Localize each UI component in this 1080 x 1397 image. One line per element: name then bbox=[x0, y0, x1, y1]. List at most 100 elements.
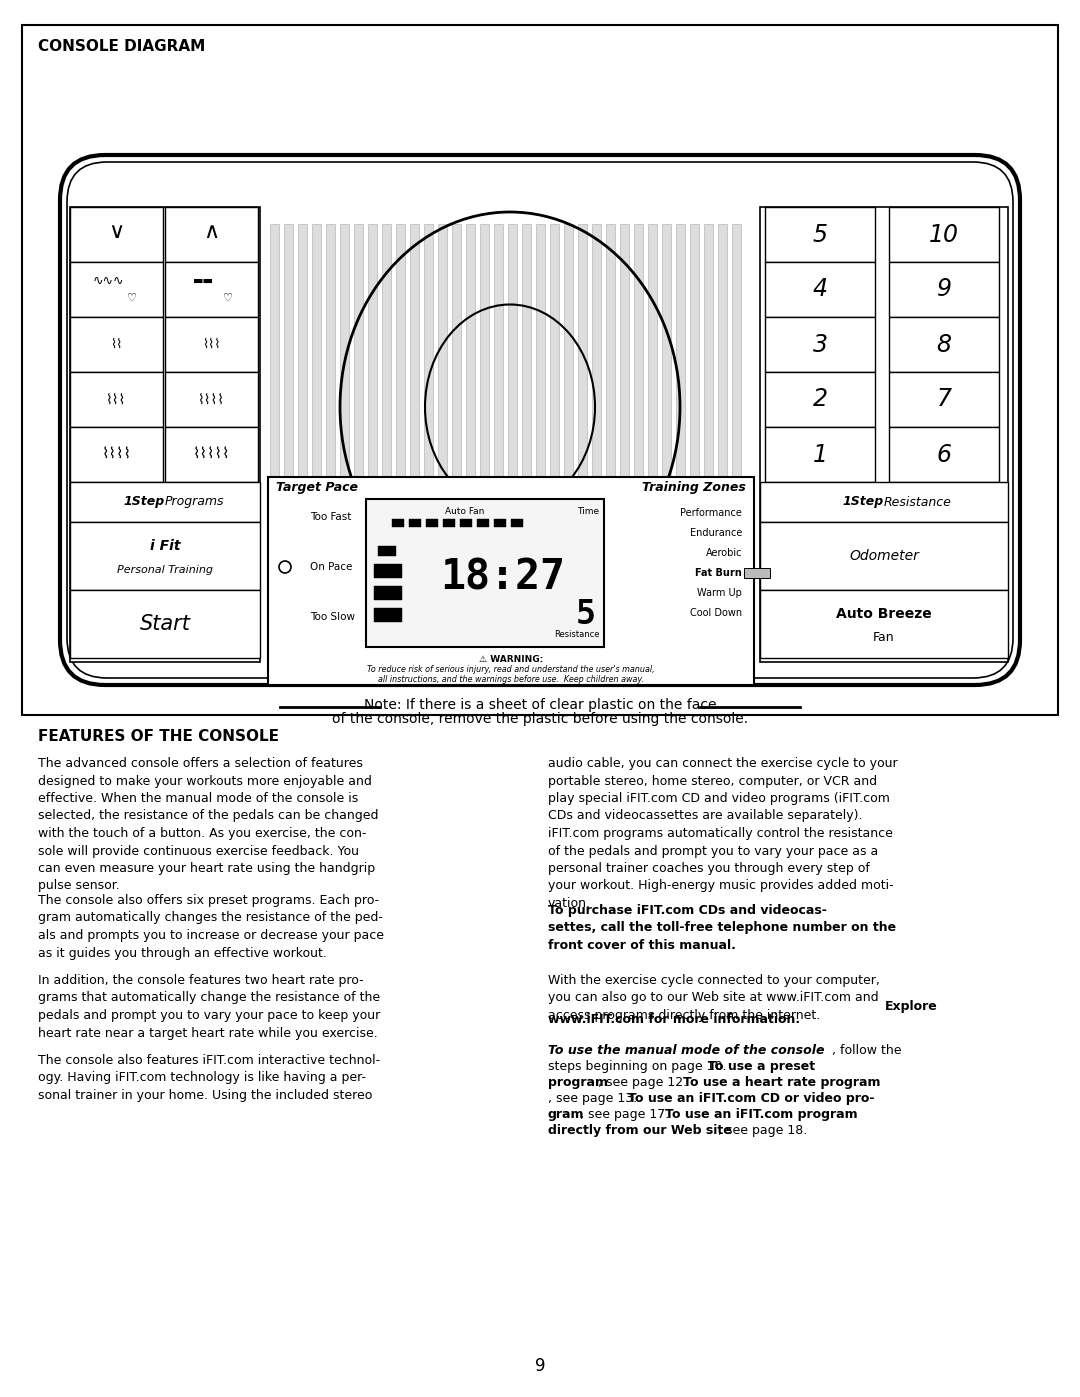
Bar bbox=[70, 263, 163, 317]
Text: www.iFIT.com for more information.: www.iFIT.com for more information. bbox=[548, 1013, 800, 1025]
Bar bbox=[410, 224, 419, 659]
Text: i Fit: i Fit bbox=[150, 539, 180, 553]
Text: steps beginning on page 10.: steps beginning on page 10. bbox=[548, 1060, 730, 1073]
Text: Target Pace: Target Pace bbox=[276, 481, 357, 495]
Bar bbox=[22, 25, 1058, 715]
Bar bbox=[889, 207, 999, 263]
Bar bbox=[564, 224, 573, 659]
Bar bbox=[760, 522, 1008, 590]
Bar bbox=[378, 546, 396, 556]
Text: Resistance: Resistance bbox=[885, 496, 951, 509]
Bar bbox=[760, 207, 1008, 662]
Text: 4: 4 bbox=[812, 278, 827, 302]
Text: With the exercise cycle connected to your computer,
you can also go to our Web s: With the exercise cycle connected to you… bbox=[548, 974, 880, 1023]
Text: 8: 8 bbox=[936, 332, 951, 356]
Bar bbox=[298, 224, 307, 659]
FancyBboxPatch shape bbox=[67, 162, 1013, 678]
Text: To use the manual mode of the console: To use the manual mode of the console bbox=[548, 1044, 824, 1058]
Text: Aerobic: Aerobic bbox=[705, 548, 742, 557]
Text: Time: Time bbox=[577, 507, 599, 515]
Bar bbox=[508, 224, 517, 659]
Text: The console also offers six preset programs. Each pro-
gram automatically change: The console also offers six preset progr… bbox=[38, 894, 384, 960]
Text: On Pace: On Pace bbox=[310, 562, 352, 571]
Bar bbox=[70, 427, 163, 482]
Bar bbox=[270, 224, 279, 659]
Text: ∨: ∨ bbox=[108, 222, 124, 243]
Text: Too Slow: Too Slow bbox=[310, 612, 355, 622]
Text: ∿∿∿: ∿∿∿ bbox=[93, 275, 124, 288]
Text: ⚠ WARNING:: ⚠ WARNING: bbox=[478, 655, 543, 664]
Bar bbox=[732, 224, 741, 659]
Bar bbox=[165, 207, 258, 263]
Bar bbox=[312, 224, 321, 659]
Text: program: program bbox=[548, 1076, 608, 1090]
Bar bbox=[465, 224, 475, 659]
Text: Fan: Fan bbox=[874, 631, 895, 644]
Text: Endurance: Endurance bbox=[690, 528, 742, 538]
Bar bbox=[354, 224, 363, 659]
Text: In addition, the console features two heart rate pro-
grams that automatically c: In addition, the console features two he… bbox=[38, 974, 380, 1039]
Text: ⌇⌇⌇⌇⌇: ⌇⌇⌇⌇⌇ bbox=[192, 447, 230, 462]
Bar bbox=[424, 224, 433, 659]
Text: Note: If there is a sheet of clear plastic on the face: Note: If there is a sheet of clear plast… bbox=[364, 698, 716, 712]
Text: Odometer: Odometer bbox=[849, 549, 919, 563]
Bar bbox=[70, 372, 163, 427]
Bar bbox=[165, 263, 258, 317]
Text: 3: 3 bbox=[812, 332, 827, 356]
Text: 1Step: 1Step bbox=[124, 496, 165, 509]
Bar bbox=[70, 317, 163, 372]
Bar bbox=[165, 427, 258, 482]
Text: 18:27: 18:27 bbox=[441, 557, 566, 599]
Bar bbox=[453, 224, 461, 659]
Text: ♡: ♡ bbox=[127, 293, 137, 303]
Text: 6: 6 bbox=[936, 443, 951, 467]
Bar bbox=[889, 263, 999, 317]
Bar bbox=[760, 482, 1008, 522]
Text: Cool Down: Cool Down bbox=[690, 608, 742, 617]
Text: Auto Fan: Auto Fan bbox=[445, 507, 485, 515]
Text: Too Fast: Too Fast bbox=[310, 511, 351, 522]
Bar bbox=[70, 207, 163, 263]
Text: 9: 9 bbox=[535, 1356, 545, 1375]
Text: Explore: Explore bbox=[885, 1000, 937, 1013]
Bar bbox=[578, 224, 588, 659]
Text: audio cable, you can connect the exercise cycle to your
portable stereo, home st: audio cable, you can connect the exercis… bbox=[548, 757, 897, 909]
Bar bbox=[550, 224, 559, 659]
Text: 10: 10 bbox=[929, 222, 959, 246]
Bar bbox=[494, 224, 503, 659]
Text: 9: 9 bbox=[936, 278, 951, 302]
Text: ⌇⌇⌇⌇: ⌇⌇⌇⌇ bbox=[102, 447, 132, 462]
Bar bbox=[374, 608, 402, 622]
Text: Resistance: Resistance bbox=[554, 630, 600, 638]
Bar bbox=[374, 564, 402, 578]
Bar bbox=[511, 520, 523, 527]
Bar bbox=[460, 520, 472, 527]
Bar bbox=[889, 427, 999, 482]
Text: To use a preset: To use a preset bbox=[708, 1060, 815, 1073]
Text: ⌇⌇⌇: ⌇⌇⌇ bbox=[202, 338, 220, 351]
Bar bbox=[396, 224, 405, 659]
Circle shape bbox=[279, 562, 291, 573]
Text: of the console, remove the plastic before using the console.: of the console, remove the plastic befor… bbox=[332, 712, 748, 726]
Bar bbox=[690, 224, 699, 659]
Bar bbox=[522, 224, 531, 659]
Bar bbox=[536, 224, 545, 659]
Text: 2: 2 bbox=[812, 387, 827, 412]
Text: The advanced console offers a selection of features
designed to make your workou: The advanced console offers a selection … bbox=[38, 757, 378, 893]
Text: Training Zones: Training Zones bbox=[643, 481, 746, 495]
Text: To purchase iFIT.com CDs and videocas-
settes, call the toll-free telephone numb: To purchase iFIT.com CDs and videocas- s… bbox=[548, 904, 896, 951]
Text: , see page 13.: , see page 13. bbox=[548, 1092, 642, 1105]
Text: FEATURES OF THE CONSOLE: FEATURES OF THE CONSOLE bbox=[38, 729, 279, 745]
Bar bbox=[165, 372, 258, 427]
FancyBboxPatch shape bbox=[60, 155, 1020, 685]
Text: Programs: Programs bbox=[165, 496, 225, 509]
Bar bbox=[326, 224, 335, 659]
Bar bbox=[606, 224, 615, 659]
Bar bbox=[70, 522, 260, 590]
Bar bbox=[426, 520, 438, 527]
Text: , see page 18.: , see page 18. bbox=[718, 1125, 807, 1137]
Text: To use an iFIT.com CD or video pro-: To use an iFIT.com CD or video pro- bbox=[627, 1092, 875, 1105]
Text: all instructions, and the warnings before use.  Keep children away.: all instructions, and the warnings befor… bbox=[378, 675, 644, 683]
Text: directly from our Web site: directly from our Web site bbox=[548, 1125, 732, 1137]
Bar bbox=[284, 224, 293, 659]
